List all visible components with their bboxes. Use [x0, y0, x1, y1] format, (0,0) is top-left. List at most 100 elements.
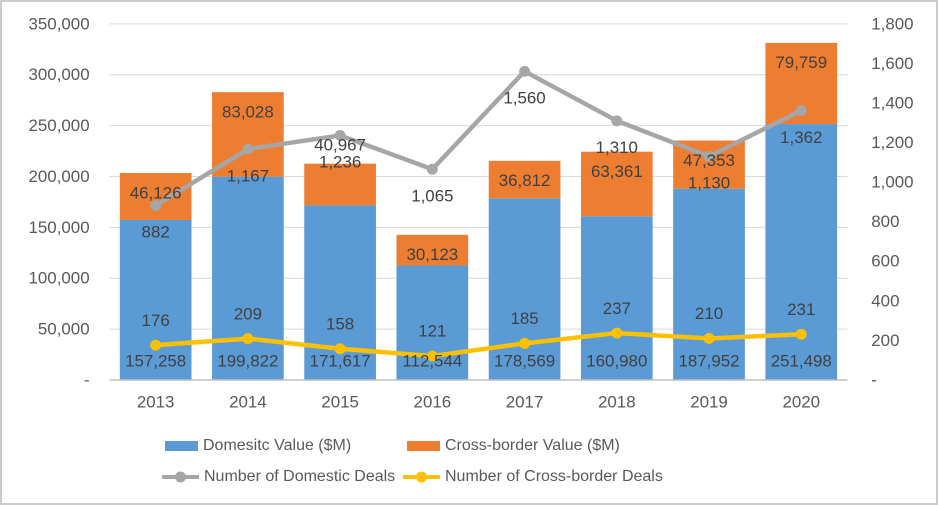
- label-domestic-deals-2016: 1,065: [411, 187, 453, 206]
- legend-label-crossborder-value: Cross-border Value ($M): [445, 437, 620, 454]
- label-domestic-deals-2013: 882: [142, 223, 170, 242]
- line-crossborder-deals: [153, 330, 804, 359]
- legend-item-crossborder-deals: Number of Cross-border Deals: [403, 468, 663, 486]
- marker-domestic-deals-2015: [334, 129, 346, 141]
- label-crossborder-value-2013: 46,126: [130, 183, 182, 202]
- x-axis-label-2017: 2017: [506, 392, 544, 411]
- right-axis-tick-1: 200: [871, 331, 899, 350]
- legend-swatch-domestic-deals: [162, 471, 199, 483]
- bar-domestic-2014: [212, 176, 284, 380]
- label-domestic-value-2017: 178,569: [494, 352, 555, 371]
- marker-domestic-deals-2014: [242, 143, 254, 155]
- label-crossborder-deals-2014: 209: [234, 304, 262, 323]
- bar-domestic-2017: [488, 198, 561, 380]
- right-axis-tick-0: -: [871, 370, 877, 389]
- label-crossborder-deals-2013: 176: [142, 311, 170, 330]
- x-axis-label-2019: 2019: [690, 392, 728, 411]
- legend-item-domestic-deals: Number of Domestic Deals: [162, 468, 395, 486]
- label-crossborder-deals-2020: 231: [787, 300, 815, 319]
- left-axis-tick-4: 200,000: [29, 167, 90, 186]
- x-axis-label-2018: 2018: [598, 392, 636, 411]
- label-crossborder-value-2017: 36,812: [499, 171, 551, 190]
- right-axis-tick-6: 1,200: [871, 133, 913, 152]
- label-crossborder-value-2018: 63,361: [591, 162, 643, 181]
- legend-swatch-domestic-value: [165, 441, 198, 451]
- marker-crossborder-deals-2014: [242, 333, 254, 345]
- label-domestic-value-2016: 112,544: [402, 352, 462, 371]
- legend-label-domestic-value: Domesitc Value ($M): [203, 437, 352, 454]
- x-axis-label-2014: 2014: [229, 392, 267, 411]
- marker-crossborder-deals-2020: [795, 328, 807, 340]
- marker-domestic-deals-2016: [426, 163, 438, 175]
- marker-crossborder-deals-2018: [611, 327, 623, 339]
- legend-swatch-crossborder-deals: [403, 471, 440, 483]
- bar-domestic-2018: [580, 216, 653, 380]
- legend-item-domestic-value: Domesitc Value ($M): [165, 437, 351, 455]
- marker-domestic-deals-2018: [611, 115, 623, 127]
- marker-domestic-deals-2020: [795, 105, 807, 116]
- label-crossborder-value-2015: 40,967: [314, 135, 366, 154]
- label-domestic-deals-2018: 1,310: [596, 138, 638, 157]
- bar-crossborder-2015: [304, 163, 376, 206]
- x-axis-label-2013: 2013: [137, 392, 175, 411]
- label-crossborder-deals-2019: 210: [695, 304, 723, 323]
- label-crossborder-value-2019: 47,353: [683, 151, 735, 170]
- right-axis-tick-8: 1,600: [871, 54, 913, 73]
- bar-crossborder-2018: [580, 151, 653, 217]
- marker-crossborder-deals-2017: [519, 337, 531, 349]
- label-crossborder-deals-2018: 237: [603, 299, 631, 318]
- bar-domestic-2019: [673, 188, 745, 380]
- marker-crossborder-deals-2013: [150, 339, 162, 351]
- bar-crossborder-2016: [396, 234, 469, 266]
- x-axis-label-2016: 2016: [414, 392, 452, 411]
- label-domestic-deals-2020: 1,362: [780, 128, 822, 147]
- label-domestic-value-2018: 160,980: [586, 352, 647, 371]
- right-axis-tick-7: 1,400: [871, 93, 913, 112]
- x-axis-label-2020: 2020: [782, 392, 820, 411]
- label-domestic-deals-2019: 1,130: [688, 174, 730, 193]
- label-crossborder-deals-2015: 158: [326, 314, 354, 333]
- marker-crossborder-deals-2019: [703, 332, 715, 344]
- right-axis-tick-5: 1,000: [871, 173, 913, 192]
- marker-crossborder-deals-2015: [334, 343, 346, 355]
- label-domestic-deals-2017: 1,560: [503, 89, 545, 108]
- label-domestic-value-2019: 187,952: [678, 352, 739, 371]
- right-axis-tick-3: 600: [871, 252, 899, 271]
- bar-domestic-2020: [765, 124, 838, 380]
- marker-domestic-deals-2019: [703, 150, 715, 162]
- label-domestic-deals-2015: 1,236: [319, 153, 361, 172]
- legend-item-crossborder-value: Cross-border Value ($M): [407, 437, 620, 455]
- right-axis-tick-2: 400: [871, 291, 899, 310]
- label-crossborder-value-2014: 83,028: [222, 103, 274, 122]
- x-axis-label-2015: 2015: [321, 392, 359, 411]
- legend-swatch-crossborder-value: [407, 441, 440, 451]
- left-axis-tick-6: 300,000: [29, 65, 90, 84]
- label-crossborder-deals-2017: 185: [510, 309, 538, 328]
- label-crossborder-value-2016: 30,123: [406, 245, 458, 264]
- bar-domestic-2013: [119, 219, 192, 380]
- line-domestic-deals: [153, 69, 804, 208]
- label-domestic-value-2013: 157,258: [125, 352, 186, 371]
- left-axis-tick-0: -: [84, 370, 90, 389]
- bar-crossborder-2013: [119, 173, 192, 220]
- bar-crossborder-2017: [488, 160, 561, 199]
- marker-domestic-deals-2017: [519, 65, 531, 77]
- left-axis-tick-5: 250,000: [29, 116, 90, 135]
- right-axis-tick-4: 800: [871, 212, 899, 231]
- left-axis-tick-7: 350,000: [29, 14, 90, 33]
- label-domestic-value-2014: 199,822: [217, 352, 278, 371]
- left-axis-tick-3: 150,000: [29, 218, 90, 237]
- left-axis-tick-2: 100,000: [29, 269, 90, 288]
- marker-domestic-deals-2013: [150, 200, 162, 211]
- label-domestic-deals-2014: 1,167: [227, 166, 269, 185]
- label-crossborder-deals-2016: 121: [418, 322, 446, 341]
- label-crossborder-value-2020: 79,759: [775, 53, 827, 72]
- label-domestic-value-2020: 251,498: [771, 352, 832, 371]
- label-domestic-value-2015: 171,617: [310, 352, 371, 371]
- marker-crossborder-deals-2016: [426, 350, 438, 362]
- left-axis-tick-1: 50,000: [38, 320, 90, 339]
- legend-label-domestic-deals: Number of Domestic Deals: [204, 468, 396, 485]
- right-axis-tick-9: 1,800: [871, 14, 913, 33]
